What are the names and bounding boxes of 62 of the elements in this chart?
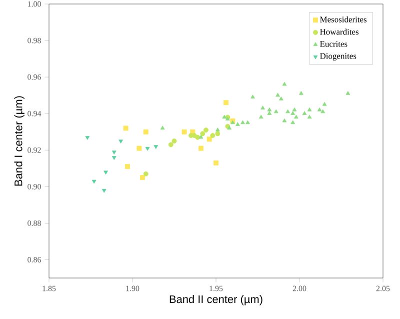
point: [224, 100, 229, 106]
point: [346, 91, 350, 95]
point: [298, 91, 304, 95]
point: [317, 107, 322, 112]
point: [302, 111, 307, 115]
point: [125, 164, 130, 170]
y-axis-title: Band I center (µm): [14, 96, 24, 186]
point: [136, 146, 142, 151]
point: [307, 107, 312, 112]
point: [85, 136, 90, 140]
point: [206, 136, 212, 142]
point: [160, 126, 165, 130]
point: [112, 150, 116, 154]
point: [286, 109, 290, 114]
point: [112, 156, 116, 160]
point: [260, 106, 265, 110]
point: [240, 120, 245, 124]
point: [282, 118, 287, 122]
point: [278, 96, 284, 100]
point: [267, 107, 272, 112]
point: [292, 107, 297, 112]
legend-label: Howardites: [320, 28, 358, 35]
point: [215, 131, 220, 136]
point: [102, 188, 106, 193]
point: [140, 175, 146, 180]
point: [267, 111, 272, 115]
point: [214, 160, 218, 166]
point: [290, 120, 296, 124]
point: [145, 146, 150, 151]
point: [118, 140, 123, 144]
point: [294, 114, 298, 119]
point: [246, 120, 250, 124]
point: [172, 138, 177, 144]
point: [210, 133, 216, 138]
point: [222, 114, 227, 119]
x-axis-title: Band II center (µm): [170, 295, 262, 306]
legend-label: Mesosiderites: [320, 16, 366, 22]
point: [276, 92, 280, 97]
legend-label: Diogenites: [320, 53, 356, 61]
point: [274, 109, 278, 114]
point: [282, 82, 287, 86]
point: [104, 170, 108, 175]
point: [200, 131, 206, 136]
point: [143, 129, 148, 134]
point: [154, 145, 158, 149]
point: [198, 134, 204, 139]
point: [322, 102, 327, 106]
point: [215, 128, 220, 132]
point: [198, 146, 204, 151]
point: [236, 122, 240, 126]
point: [320, 109, 326, 114]
point: [203, 128, 208, 133]
point: [182, 129, 187, 134]
point: [123, 126, 128, 131]
point: [168, 142, 174, 148]
point: [258, 114, 264, 119]
point: [92, 180, 96, 184]
point: [143, 171, 148, 176]
point: [290, 111, 296, 115]
point: [250, 94, 255, 99]
point: [307, 114, 312, 119]
legend-label: Eucrites: [320, 41, 348, 47]
